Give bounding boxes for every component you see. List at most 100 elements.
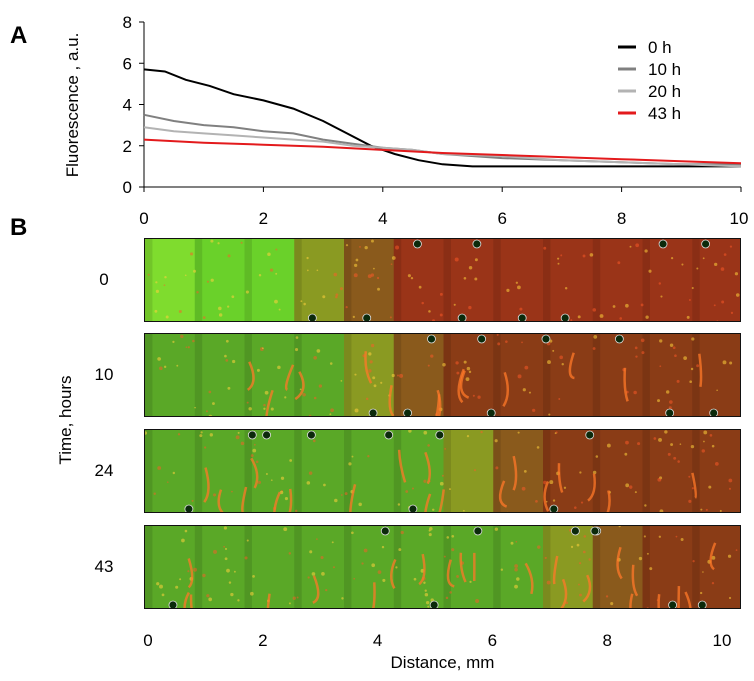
legend-label-1: 10 h <box>648 60 681 79</box>
fibre-streak <box>397 449 407 483</box>
speckle <box>227 386 231 390</box>
speckle <box>454 257 459 262</box>
speckle <box>155 289 160 293</box>
fibre-streak <box>606 490 611 512</box>
speckle <box>252 448 257 453</box>
speckle <box>580 501 584 504</box>
speckle <box>175 585 179 589</box>
speckle <box>192 339 195 343</box>
speckle <box>548 413 551 416</box>
speckle <box>413 577 417 581</box>
speckle <box>711 555 716 560</box>
fibre-streak <box>312 575 320 604</box>
speckle <box>474 258 478 262</box>
speckle <box>353 577 356 580</box>
speckle <box>430 354 434 358</box>
speckle <box>730 311 734 314</box>
speckle <box>536 446 540 449</box>
speckle <box>311 572 316 576</box>
speckle <box>547 360 551 365</box>
edge-bubble <box>570 526 580 536</box>
speckle <box>370 343 375 348</box>
speckle <box>681 263 684 266</box>
speckle <box>351 455 354 458</box>
speckle <box>621 321 624 322</box>
speckle <box>439 292 443 296</box>
speckle <box>395 245 400 250</box>
edge-bubble <box>473 526 483 536</box>
image-tile <box>493 430 544 512</box>
speckle <box>528 391 531 394</box>
speckle <box>377 287 380 291</box>
fibre-streak <box>241 486 248 512</box>
fibre-streak <box>424 493 432 512</box>
speckle <box>657 477 662 482</box>
distance-tick-label: 2 <box>258 631 268 650</box>
fibre-streak <box>560 578 568 608</box>
speckle <box>617 261 621 265</box>
speckle <box>543 480 547 485</box>
speckle <box>716 389 718 392</box>
speckle <box>465 377 470 382</box>
speckle <box>439 313 443 317</box>
edge-bubble <box>368 408 378 416</box>
edge-bubble <box>590 526 600 536</box>
speckle <box>592 470 597 475</box>
speckle <box>674 354 677 358</box>
speckle <box>351 531 354 535</box>
image-tile <box>493 526 544 608</box>
speckle <box>506 511 509 512</box>
image-tile <box>194 430 246 512</box>
legend-label-2: 20 h <box>648 82 681 101</box>
speckle <box>330 408 334 413</box>
speckle <box>449 591 452 594</box>
speckle <box>576 543 580 547</box>
fibre-streak <box>424 451 432 485</box>
speckle <box>193 269 197 273</box>
tile-seam <box>592 430 601 512</box>
speckle <box>265 473 268 476</box>
speckle <box>257 480 262 485</box>
x-tick-label: 10 <box>730 209 749 228</box>
speckle <box>200 431 203 434</box>
tile-seam <box>443 334 451 416</box>
speckle <box>255 460 259 464</box>
tile-seam <box>145 239 153 321</box>
speckle <box>468 266 473 270</box>
fibre-streak <box>187 558 194 589</box>
speckle <box>468 370 472 374</box>
speckle <box>466 366 471 371</box>
speckle <box>373 384 377 388</box>
speckle <box>558 398 561 400</box>
tile-seam <box>145 334 153 416</box>
speckle <box>163 365 167 369</box>
speckle <box>172 340 175 343</box>
speckle <box>659 509 664 512</box>
speckle <box>329 413 332 416</box>
x-tick-label: 0 <box>139 209 148 228</box>
speckle <box>432 508 435 512</box>
speckle <box>363 548 368 553</box>
speckle <box>728 596 732 600</box>
speckle <box>515 281 519 284</box>
tile-seam <box>344 334 352 416</box>
speckle <box>223 526 228 530</box>
image-tile <box>145 334 196 416</box>
tile-seam <box>543 430 551 512</box>
speckle <box>258 274 262 277</box>
x-tick-label: 4 <box>378 209 387 228</box>
speckle <box>329 362 333 365</box>
speckle <box>184 274 187 277</box>
fibre-streak <box>294 371 305 401</box>
speckle <box>354 373 357 376</box>
speckle <box>701 449 706 453</box>
speckle <box>210 239 214 243</box>
speckle <box>451 534 455 538</box>
speckle <box>209 433 213 437</box>
speckle <box>624 452 628 456</box>
speckle <box>399 373 404 378</box>
speckle <box>560 254 563 257</box>
speckle <box>559 355 563 360</box>
fibre-streak <box>183 591 190 608</box>
tile-seam <box>543 239 551 321</box>
